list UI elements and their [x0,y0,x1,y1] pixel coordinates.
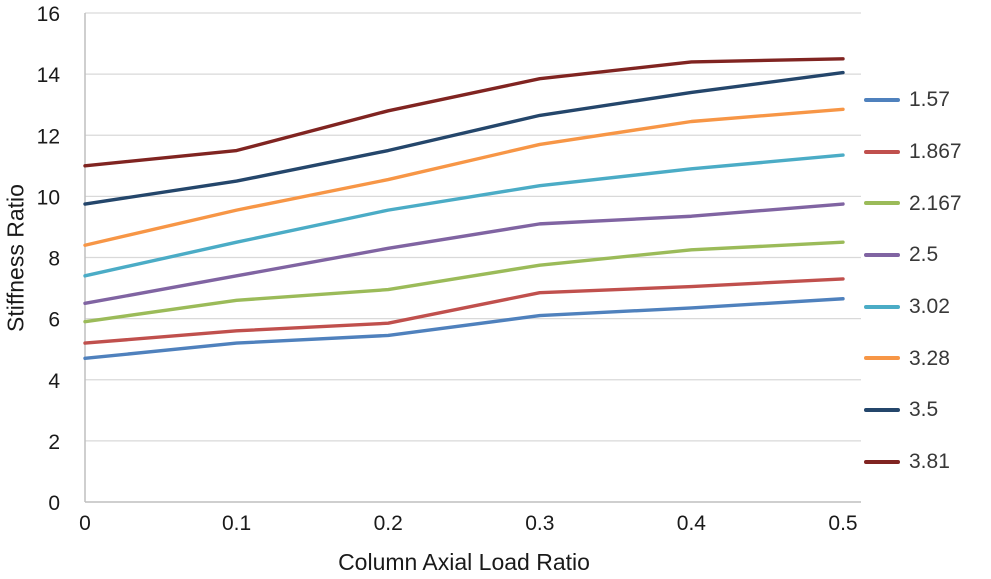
x-tick-label: 0.2 [374,512,403,535]
y-tick-label: 16 [37,3,60,26]
x-axis-title: Column Axial Load Ratio [338,549,590,575]
legend-swatch [864,149,900,154]
y-tick-label: 0 [48,492,60,515]
legend-label: 3.02 [909,295,950,319]
legend-swatch [864,356,900,361]
series-line-1.867 [83,277,845,345]
legend-label: 1.57 [909,88,950,112]
y-tick-label: 2 [48,431,60,454]
series-line-3.28 [83,107,845,247]
series-line-3.02 [83,153,845,278]
legend-item: 2.167 [864,177,962,229]
series-line-3.81 [83,57,845,168]
legend-item: 1.867 [864,126,962,178]
series-line-3.5 [83,70,845,206]
legend-swatch [864,252,900,257]
x-tick-label: 0.5 [828,512,857,535]
legend-label: 3.81 [909,450,950,474]
series-line-2.5 [83,202,845,306]
legend-label: 3.5 [909,398,939,422]
x-tick-label: 0.1 [222,512,251,535]
y-tick-label: 12 [37,125,60,148]
y-axis-title: Stiffness Ratio [2,184,29,332]
y-tick-label: 10 [37,186,60,209]
y-tick-label: 4 [48,370,60,393]
x-tick-label: 0.4 [677,512,707,535]
x-tick-label: 0.3 [525,512,554,535]
legend-label: 3.28 [909,346,950,370]
legend-swatch [864,304,900,309]
legend-item: 3.02 [864,281,962,333]
x-tick-label: 0 [79,512,91,535]
legend-swatch [864,97,900,102]
y-tick-label: 6 [48,309,60,332]
legend-swatch [864,201,900,206]
series-line-2.167 [83,240,845,324]
legend-item: 3.5 [864,384,962,436]
legend-label: 2.5 [909,243,939,267]
legend-item: 1.57 [864,74,962,126]
legend-label: 2.167 [909,191,962,215]
series-line-1.57 [83,297,845,361]
y-tick-label: 14 [37,64,61,87]
legend-label: 1.867 [909,140,962,164]
legend-swatch [864,407,900,412]
legend-item: 3.81 [864,436,962,488]
legend: 1.57 1.867 2.167 2.5 3.02 3.28 3.5 3.81 [864,74,962,488]
y-tick-label: 8 [48,248,60,271]
legend-item: 2.5 [864,229,962,281]
legend-swatch [864,459,900,464]
legend-item: 3.28 [864,332,962,384]
